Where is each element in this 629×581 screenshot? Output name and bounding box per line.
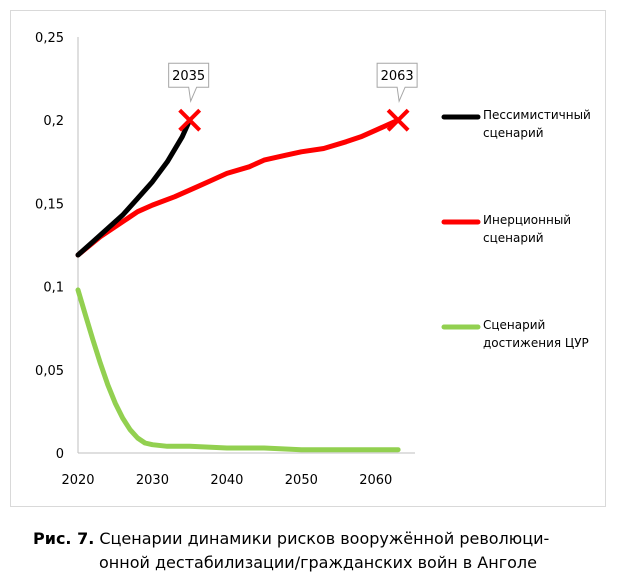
y-tick-label: 0,2 <box>43 114 64 129</box>
x-tick-label: 2060 <box>359 473 392 488</box>
chart-frame <box>10 10 606 507</box>
x-tick-label: 2040 <box>210 473 243 488</box>
y-tick-label: 0,15 <box>35 197 64 212</box>
legend-label: Сценарий <box>483 318 545 332</box>
figure-caption: Рис. 7. Сценарии динамики рисков вооружё… <box>33 527 623 575</box>
callout-label: 2063 <box>381 69 414 84</box>
legend-label: сценарий <box>483 126 544 140</box>
caption-line2: онной дестабилизации/гражданских войн в … <box>99 553 537 572</box>
callout-label: 2035 <box>172 69 205 84</box>
x-tick-label: 2050 <box>285 473 318 488</box>
legend-label: сценарий <box>483 231 544 245</box>
y-tick-label: 0,25 <box>35 31 64 46</box>
y-tick-label: 0 <box>56 447 64 462</box>
y-tick-label: 0,05 <box>35 364 64 379</box>
callout-box <box>168 62 210 104</box>
legend-label: Пессимистичный <box>483 108 591 122</box>
x-marker <box>178 108 202 132</box>
x-tick-label: 2030 <box>136 473 169 488</box>
x-marker <box>386 108 410 132</box>
legend-label: достижения ЦУР <box>483 336 589 350</box>
caption-line1: Сценарии динамики рисков вооружённой рев… <box>94 529 550 548</box>
series-line <box>75 117 401 258</box>
caption-label: Рис. 7. <box>33 529 95 548</box>
y-tick-label: 0,1 <box>43 281 64 296</box>
x-tick-label: 2020 <box>61 473 94 488</box>
callout-box <box>376 62 418 104</box>
chart-svg: 0 0,05 0,1 0,15 0,2 0,25 2020 2030 2040 2050 2060 2… <box>35 31 591 488</box>
series-line <box>75 287 401 453</box>
legend-label: Инерционный <box>483 213 571 227</box>
series-line <box>75 117 193 258</box>
